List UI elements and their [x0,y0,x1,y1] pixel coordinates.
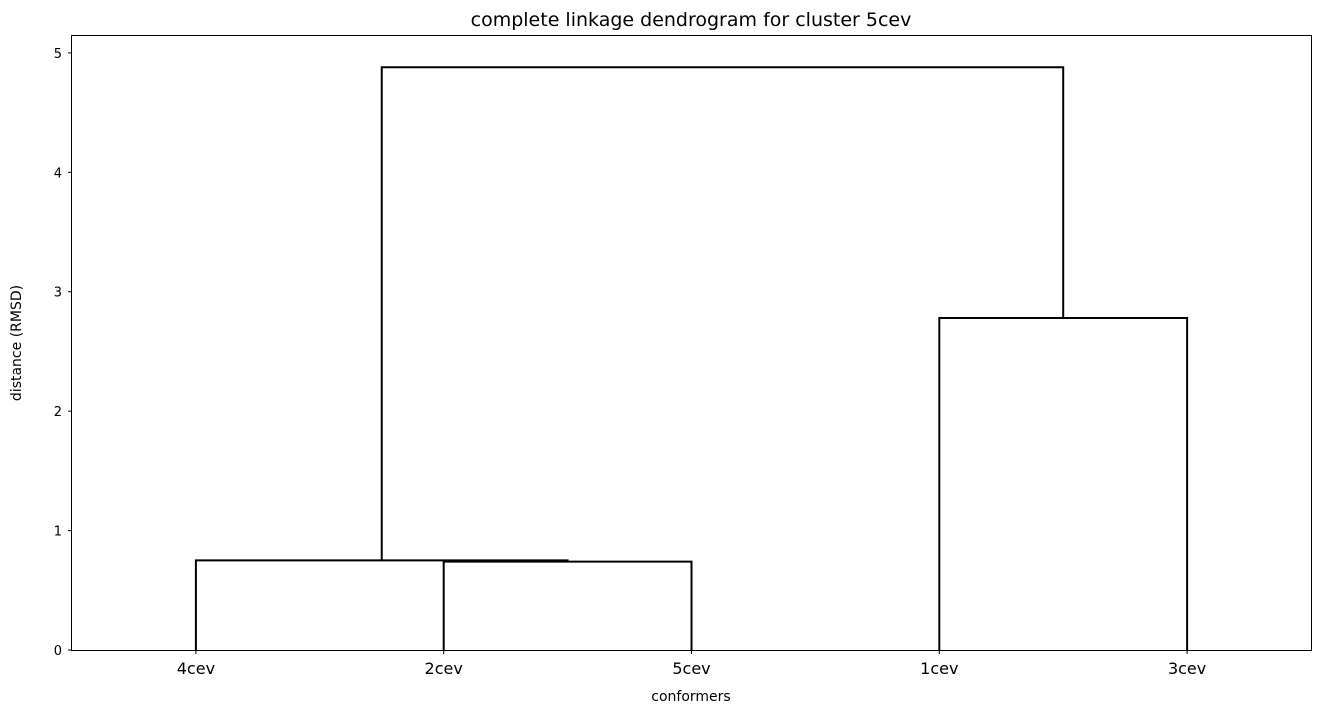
dendrogram-link-1 [442,560,693,650]
x-axis-label: conformers [651,689,730,705]
plot-frame [71,35,1312,651]
dendrogram-link-2 [194,559,569,650]
y-tick-label: 3 [54,286,62,301]
chart-title: complete linkage dendrogram for cluster … [471,9,912,31]
leaf-label-3cev: 3cev [1168,659,1206,678]
leaf-label-5cev: 5cev [672,659,710,678]
y-axis-label: distance (RMSD) [9,285,25,401]
x-axis: 4cev 2cev 5cev 1cev 3cev [177,650,1206,678]
dendrogram-link-3 [938,317,1189,650]
y-tick-label: 2 [54,405,62,420]
y-axis: 0 1 2 3 4 5 [54,47,72,659]
y-tick-label: 0 [54,644,62,659]
leaf-label-4cev: 4cev [177,659,215,678]
y-tick-label: 5 [54,47,62,62]
y-tick-label: 1 [54,525,62,540]
dendrogram-links [194,66,1189,650]
leaf-label-2cev: 2cev [425,659,463,678]
y-tick-label: 4 [54,166,62,181]
dendrogram-link-4 [380,66,1065,561]
leaf-label-1cev: 1cev [920,659,958,678]
